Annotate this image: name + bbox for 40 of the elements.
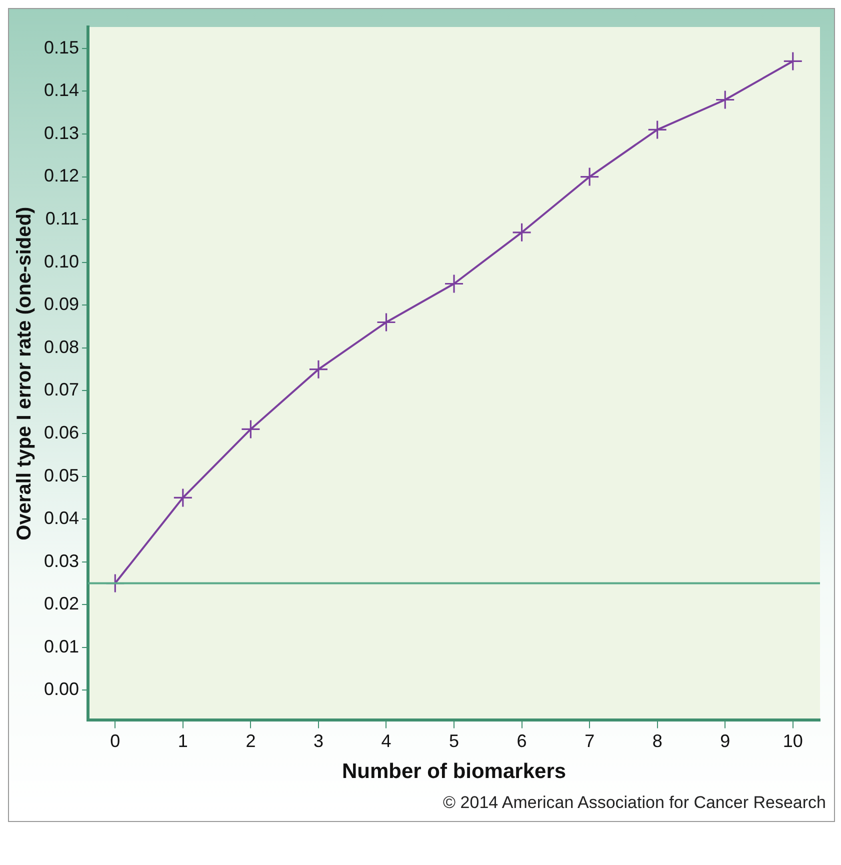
point	[715, 90, 735, 110]
x-tick-label: 10	[782, 730, 803, 751]
point	[783, 51, 803, 72]
x-tick-label: 8	[652, 730, 662, 751]
point	[308, 360, 328, 380]
y-tick-label: 0.03	[44, 550, 80, 571]
y-tick-label: 0.01	[44, 636, 80, 656]
x-tick-label: 1	[178, 730, 188, 751]
x-axis-title: Number of biomarkers	[342, 760, 566, 784]
x-tick-label: 4	[381, 730, 392, 751]
y-tick-label: 0.10	[44, 251, 80, 272]
y-tick-label: 0.06	[44, 422, 80, 442]
y-tick-label: 0.02	[44, 594, 80, 614]
text: © 2014 American Association for Cancer Research	[442, 792, 827, 814]
y-tick-label: 0.12	[44, 166, 80, 186]
x-tick-label: 0	[110, 730, 120, 751]
point	[376, 312, 396, 332]
x-tick-label: 2	[246, 730, 256, 751]
y-axis-title: Overall type I error rate (one-sided)	[14, 206, 36, 540]
point	[648, 120, 668, 140]
y-tick-label: 0.04	[44, 508, 80, 528]
point	[512, 222, 532, 242]
x-tick-label: 9	[720, 730, 730, 751]
y-tick-label: 0.08	[44, 336, 80, 357]
y-tick-label: 0.07	[44, 380, 80, 400]
point	[580, 166, 600, 187]
x-tick-label: 6	[516, 730, 527, 751]
point	[173, 488, 193, 508]
y-tick-label: 0.13	[44, 122, 80, 143]
y-tick-label: 0.00	[44, 679, 80, 700]
y-tick-label: 0.14	[44, 80, 80, 100]
x-tick-label: 3	[313, 730, 324, 751]
y-tick-label: 0.09	[44, 294, 80, 314]
point	[444, 274, 464, 294]
point	[240, 419, 260, 440]
y-tick-label: 0.11	[45, 208, 80, 229]
x-tick-label: 5	[449, 730, 460, 751]
y-tick-label: 0.15	[44, 37, 80, 58]
y-tick-label: 0.05	[44, 465, 80, 486]
x-tick-label: 7	[584, 730, 595, 751]
